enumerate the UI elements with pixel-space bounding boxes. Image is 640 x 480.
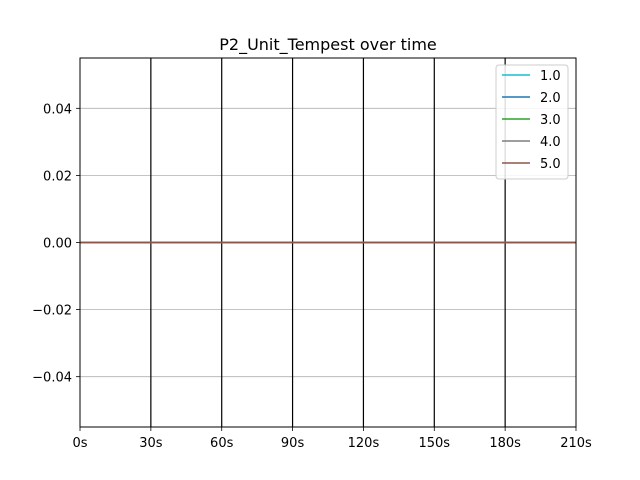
x-tick-label: 180s [489,436,521,451]
x-tick-label: 90s [281,436,305,451]
y-tick-label: 0.00 [43,237,72,252]
y-tick-label: 0.02 [43,169,72,184]
chart-title: P2_Unit_Tempest over time [219,35,437,55]
legend-label: 3.0 [540,113,561,128]
x-axis-ticks: 0s 30s 60s 90s 120s 150s 180s 210s [72,427,592,451]
legend-label: 5.0 [540,157,561,172]
legend-box [495,64,569,180]
x-tick-label: 0s [72,436,87,451]
x-tick-label: 30s [139,436,163,451]
x-tick-label: 60s [210,436,234,451]
x-tick-label: 150s [418,436,450,451]
legend: 1.0 2.0 3.0 4.0 5.0 [495,64,569,180]
x-tick-label: 210s [560,436,592,451]
y-tick-label: −0.02 [32,304,72,319]
x-tick-label: 120s [348,436,380,451]
legend-label: 1.0 [540,69,561,84]
y-tick-label: 0.04 [43,102,72,117]
legend-label: 4.0 [540,135,561,150]
legend-label: 2.0 [540,91,561,106]
y-tick-label: −0.04 [32,371,72,386]
y-axis-ticks: 0.04 0.02 0.00 −0.02 −0.04 [32,102,80,386]
